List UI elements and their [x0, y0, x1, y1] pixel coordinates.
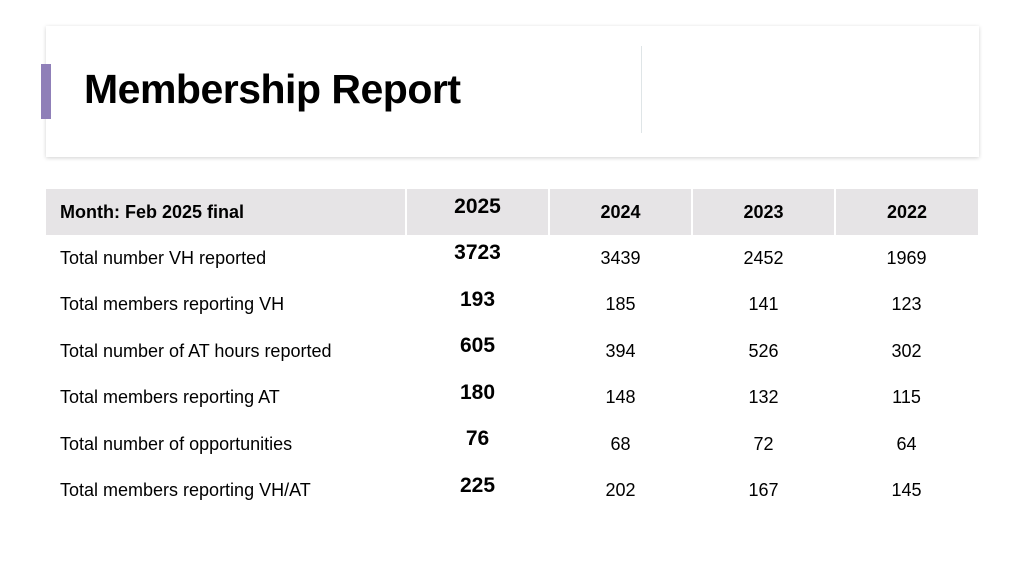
value-2022: 115 — [892, 387, 921, 408]
value-2025: 180 — [459, 380, 496, 404]
year-header-2025: 2025 — [406, 189, 550, 235]
value-2023: 526 — [748, 340, 779, 361]
membership-table: Month: Feb 2025 final 2025 2024 2023 202… — [46, 189, 978, 514]
table-row: Total members reporting VH 193 185 141 1… — [46, 282, 978, 329]
value-2023: 2452 — [743, 247, 784, 268]
value-2023: 141 — [748, 294, 779, 315]
row-label: Total members reporting VH/AT — [60, 480, 311, 501]
title-accent-bar — [41, 64, 51, 119]
row-label: Total members reporting AT — [60, 387, 280, 408]
value-2024: 202 — [605, 480, 636, 501]
row-label: Total number of opportunities — [60, 433, 293, 454]
title-divider — [641, 46, 642, 133]
year-header-2023: 2023 — [692, 189, 836, 235]
value-2024: 68 — [610, 433, 631, 454]
month-header: Month: Feb 2025 final — [46, 189, 407, 235]
value-2022: 145 — [891, 480, 922, 501]
value-2025: 3723 — [454, 241, 501, 264]
table-row: Total members reporting VH/AT 225 202 16… — [46, 468, 978, 515]
year-header-2024: 2024 — [549, 189, 693, 235]
table-row: Total number of AT hours reported 605 39… — [46, 328, 978, 375]
slide-title: Membership Report — [84, 66, 461, 112]
row-label: Total members reporting VH — [60, 294, 285, 315]
value-2024: 185 — [605, 294, 636, 315]
year-header-2022: 2022 — [835, 189, 978, 235]
value-2024: 394 — [605, 340, 636, 361]
header-row: Month: Feb 2025 final 2025 2024 2023 202… — [46, 189, 978, 235]
table-row: Total number VH reported 3723 3439 2452 … — [46, 235, 978, 282]
value-2024: 148 — [605, 387, 636, 408]
value-2025: 605 — [459, 334, 496, 357]
value-2023: 72 — [753, 433, 774, 454]
value-2025: 193 — [459, 287, 496, 311]
value-2025: 225 — [459, 473, 496, 497]
value-2024: 3439 — [600, 247, 641, 268]
title-card: Membership Report — [41, 26, 979, 157]
value-2022: 64 — [896, 433, 917, 454]
row-label: Total number of AT hours reported — [60, 340, 332, 361]
value-2025: 76 — [465, 427, 490, 450]
value-2023: 132 — [748, 387, 779, 408]
value-2023: 167 — [748, 480, 779, 501]
value-2022: 302 — [891, 340, 922, 361]
table-row: Total number of opportunities 76 68 72 6… — [46, 421, 978, 468]
table-row: Total members reporting AT 180 148 132 1… — [46, 375, 978, 422]
value-2022: 123 — [891, 294, 922, 315]
value-2022: 1969 — [886, 247, 927, 268]
row-label: Total number VH reported — [60, 247, 267, 268]
